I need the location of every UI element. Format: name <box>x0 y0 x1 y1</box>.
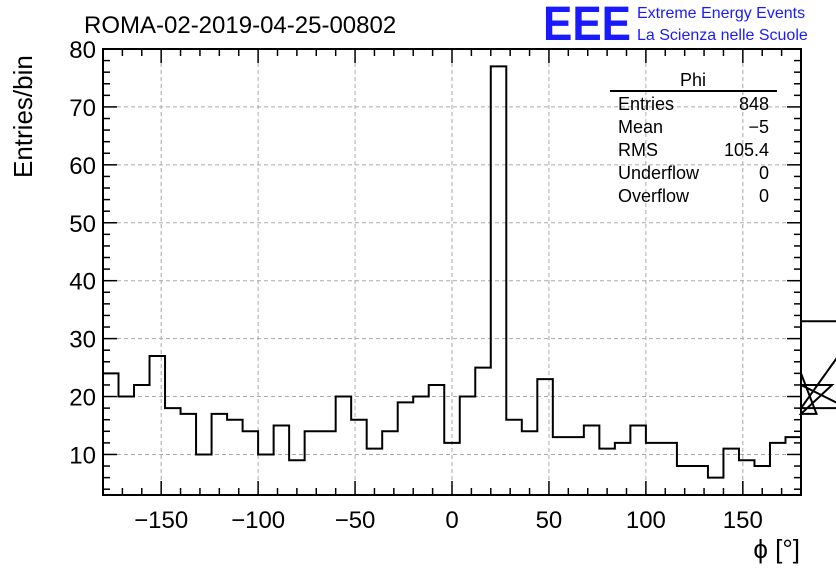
x-tick-label: 50 <box>536 507 563 534</box>
x-tick-label: 0 <box>445 507 458 534</box>
stats-row-value: −5 <box>748 117 769 137</box>
plot-frame <box>102 48 802 496</box>
stats-row-label: Overflow <box>618 186 690 206</box>
stats-row-label: RMS <box>618 140 658 160</box>
stats-box: Phi Entries 848 Mean −5 RMS 105.4 Underflow 0 Ov… <box>610 70 777 206</box>
y-tick-label: 10 <box>69 442 96 469</box>
grid-lines <box>103 48 801 495</box>
y-tick-label: 70 <box>69 95 96 122</box>
y-tick-label: 20 <box>69 385 96 412</box>
y-axis-label: Entries/bin <box>8 55 38 178</box>
chart-title: ROMA-02-2019-04-25-00802 <box>84 12 396 39</box>
stats-box-title: Phi <box>680 70 706 90</box>
y-tick-label: 50 <box>69 211 96 238</box>
eee-logo-line1: Extreme Energy Events <box>637 5 805 22</box>
stats-row-value: 0 <box>759 186 769 206</box>
x-tick-label: 100 <box>626 507 666 534</box>
histogram-line <box>103 65 836 495</box>
eee-logo-text: EEE <box>543 0 631 51</box>
x-tick-label: −150 <box>134 507 188 534</box>
stats-row-label: Entries <box>618 94 674 114</box>
stats-row-value: 0 <box>759 163 769 183</box>
axis-ticks <box>102 48 802 495</box>
stats-row-value: 105.4 <box>724 140 769 160</box>
stats-row-label: Mean <box>618 117 663 137</box>
eee-logo-line2: La Scienza nelle Scuole <box>637 27 808 44</box>
stats-row-value: 848 <box>739 94 769 114</box>
eee-logo: EEE Extreme Energy Events La Scienza nel… <box>543 0 808 51</box>
y-tick-label: 80 <box>69 37 96 64</box>
y-tick-label: 60 <box>69 153 96 180</box>
x-axis-label: ϕ [°] <box>753 534 800 564</box>
x-tick-label: −50 <box>335 507 376 534</box>
y-tick-labels: 10 20 30 40 50 60 70 80 <box>69 37 96 469</box>
y-tick-label: 30 <box>69 327 96 354</box>
x-tick-label: 150 <box>723 507 763 534</box>
stats-row-label: Underflow <box>618 163 700 183</box>
stats-rows: Entries 848 Mean −5 RMS 105.4 Underflow 0 Overfl… <box>618 94 769 206</box>
x-tick-label: −100 <box>231 507 285 534</box>
x-tick-labels: −150 −100 −50 0 50 100 150 <box>134 507 763 534</box>
y-tick-label: 40 <box>69 269 96 296</box>
